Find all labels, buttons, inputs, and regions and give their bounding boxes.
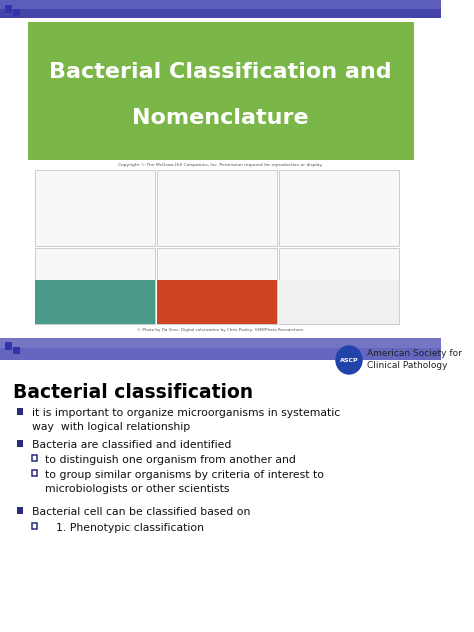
Bar: [13, 347, 19, 354]
Text: to group similar organisms by criteria of interest to
microbiologists or other s: to group similar organisms by criteria o…: [45, 470, 324, 494]
Text: Bacteria are classified and identified: Bacteria are classified and identified: [32, 440, 231, 450]
Bar: [36, 280, 155, 324]
Bar: [32, 523, 37, 529]
Text: Bacterial Classification and: Bacterial Classification and: [49, 62, 392, 82]
Bar: [0, 338, 441, 348]
Text: to distinguish one organism from another and: to distinguish one organism from another…: [45, 455, 296, 465]
Text: Clinical Pathology: Clinical Pathology: [367, 360, 447, 370]
Text: 1. Phenotypic classification: 1. Phenotypic classification: [56, 523, 204, 533]
Text: ASCP: ASCP: [340, 358, 358, 363]
Text: it is important to organize microorganisms in systematic
way  with logical relat: it is important to organize microorganis…: [32, 408, 340, 432]
Bar: [0, 0, 441, 9]
Bar: [0, 0, 441, 18]
Text: Bacterial classification: Bacterial classification: [13, 383, 253, 402]
Bar: [36, 248, 155, 324]
Text: Nomenclature: Nomenclature: [132, 108, 309, 128]
Bar: [279, 170, 399, 246]
Bar: [17, 440, 23, 447]
Bar: [32, 455, 37, 461]
Text: American Society for: American Society for: [367, 348, 462, 358]
Bar: [279, 280, 399, 324]
Bar: [17, 507, 23, 514]
Bar: [36, 170, 155, 246]
Text: Copyright © The McGraw-Hill Companies, Inc. Permission required for reproduction: Copyright © The McGraw-Hill Companies, I…: [118, 163, 323, 167]
Bar: [0, 338, 441, 360]
Bar: [32, 470, 37, 476]
Bar: [157, 248, 277, 324]
Bar: [157, 280, 277, 324]
Bar: [5, 5, 12, 13]
Bar: [5, 342, 12, 350]
Circle shape: [336, 346, 362, 374]
Text: Bacterial cell can be classified based on: Bacterial cell can be classified based o…: [32, 507, 250, 517]
Bar: [13, 9, 19, 16]
Bar: [28, 22, 414, 160]
Text: © Photo by Da Vinci. Digital colorization by Chris Pooley, VEM/Photo Researchers: © Photo by Da Vinci. Digital colorizatio…: [137, 328, 304, 332]
Bar: [157, 170, 277, 246]
Bar: [17, 408, 23, 415]
Bar: [279, 248, 399, 324]
